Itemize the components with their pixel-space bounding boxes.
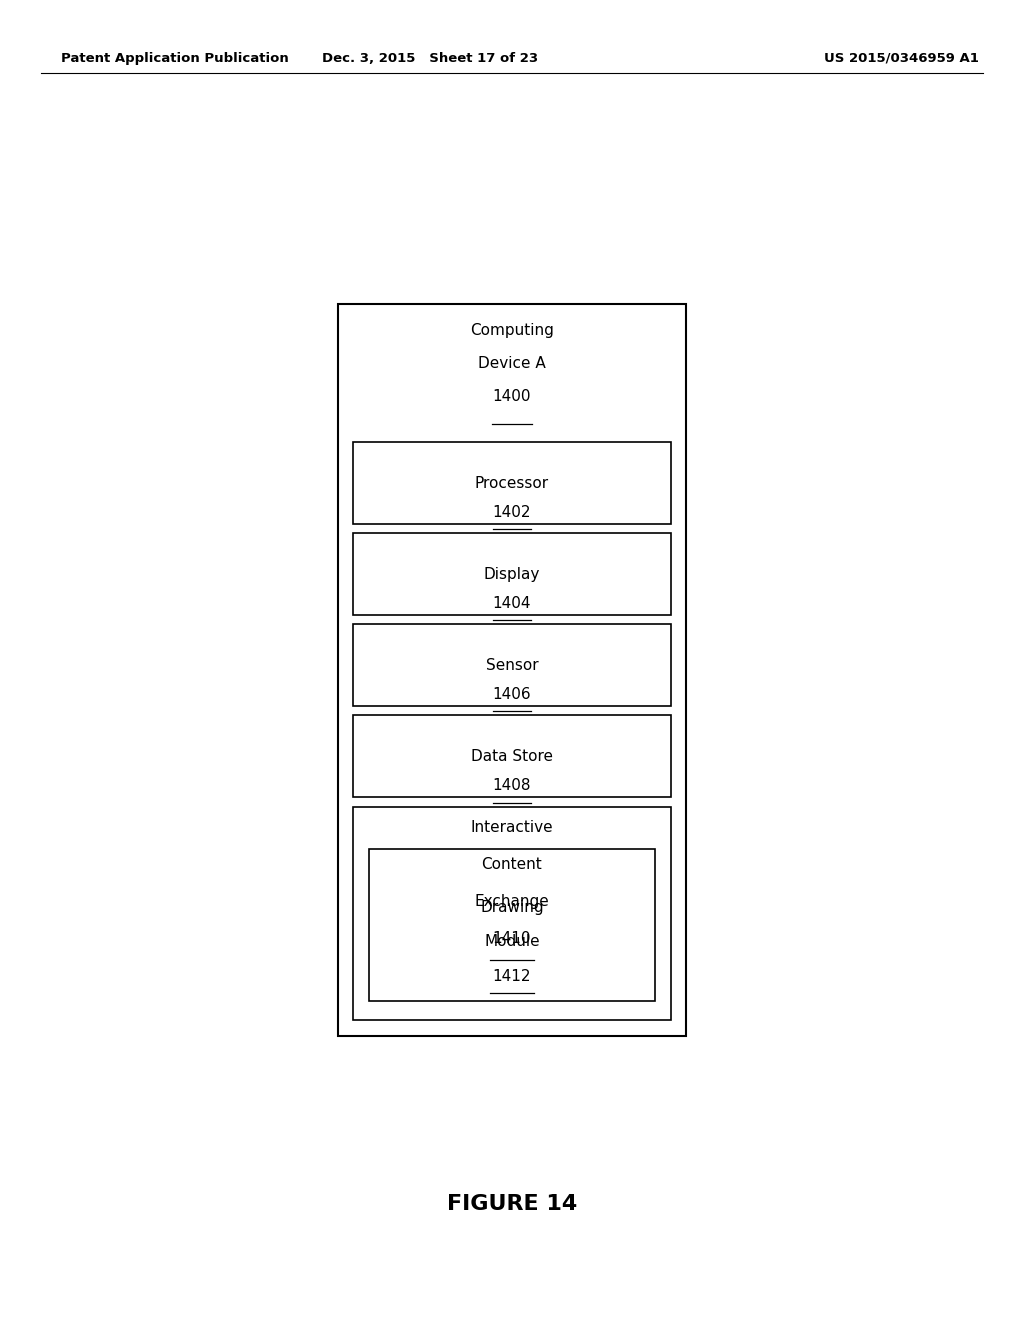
Bar	[353, 442, 671, 524]
Text: Patent Application Publication: Patent Application Publication	[61, 51, 289, 65]
Text: 1412: 1412	[493, 969, 531, 983]
Text: Display: Display	[483, 566, 541, 582]
Bar	[353, 624, 671, 706]
Text: 1410: 1410	[493, 931, 531, 945]
Text: 1400: 1400	[493, 389, 531, 404]
Text: Module: Module	[484, 935, 540, 949]
Bar	[369, 849, 655, 1001]
Text: Computing: Computing	[470, 323, 554, 338]
Text: Interactive: Interactive	[471, 820, 553, 834]
Text: US 2015/0346959 A1: US 2015/0346959 A1	[823, 51, 979, 65]
Text: Drawing: Drawing	[480, 900, 544, 915]
Text: Device A: Device A	[478, 356, 546, 371]
Text: Data Store: Data Store	[471, 748, 553, 764]
Bar	[353, 533, 671, 615]
Bar	[353, 807, 671, 1020]
Text: Processor: Processor	[475, 475, 549, 491]
Text: Exchange: Exchange	[475, 894, 549, 908]
Text: 1406: 1406	[493, 686, 531, 702]
Text: 1404: 1404	[493, 595, 531, 611]
Text: 1408: 1408	[493, 777, 531, 793]
Text: 1402: 1402	[493, 504, 531, 520]
Text: Dec. 3, 2015   Sheet 17 of 23: Dec. 3, 2015 Sheet 17 of 23	[322, 51, 539, 65]
Text: Sensor: Sensor	[485, 657, 539, 673]
Text: Content: Content	[481, 857, 543, 871]
Bar	[353, 715, 671, 797]
Bar	[338, 304, 686, 1036]
Text: FIGURE 14: FIGURE 14	[446, 1193, 578, 1214]
